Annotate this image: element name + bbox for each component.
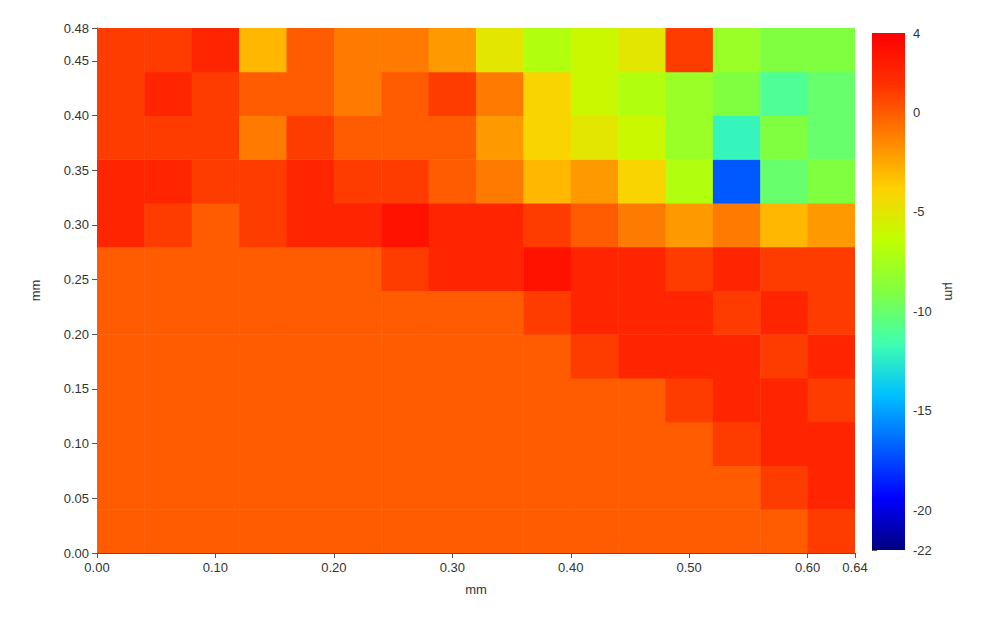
svg-text:-10: -10 [913,304,932,319]
svg-text:-5: -5 [913,204,925,219]
svg-text:0.25: 0.25 [64,272,89,287]
svg-text:mm: mm [465,582,487,597]
svg-text:0.05: 0.05 [64,491,89,506]
svg-text:-15: -15 [913,403,932,418]
svg-text:0.00: 0.00 [84,560,109,575]
svg-text:µm: µm [942,282,957,300]
svg-text:-20: -20 [913,503,932,518]
svg-text:mm: mm [28,280,43,302]
svg-text:0.48: 0.48 [64,21,89,36]
svg-text:0.10: 0.10 [64,436,89,451]
svg-text:0.10: 0.10 [203,560,228,575]
svg-text:0.40: 0.40 [64,108,89,123]
svg-text:0.00: 0.00 [64,546,89,561]
svg-text:0.45: 0.45 [64,53,89,68]
svg-text:0: 0 [913,105,920,120]
svg-text:0.30: 0.30 [64,217,89,232]
svg-text:0.20: 0.20 [321,560,346,575]
svg-text:0.15: 0.15 [64,381,89,396]
svg-text:0.30: 0.30 [440,560,465,575]
svg-text:0.40: 0.40 [558,560,583,575]
svg-text:0.50: 0.50 [677,560,702,575]
svg-text:0.60: 0.60 [795,560,820,575]
svg-text:-22: -22 [913,543,932,558]
svg-text:0.64: 0.64 [842,560,867,575]
svg-text:0.35: 0.35 [64,163,89,178]
svg-text:4: 4 [913,26,920,41]
svg-text:0.20: 0.20 [64,327,89,342]
